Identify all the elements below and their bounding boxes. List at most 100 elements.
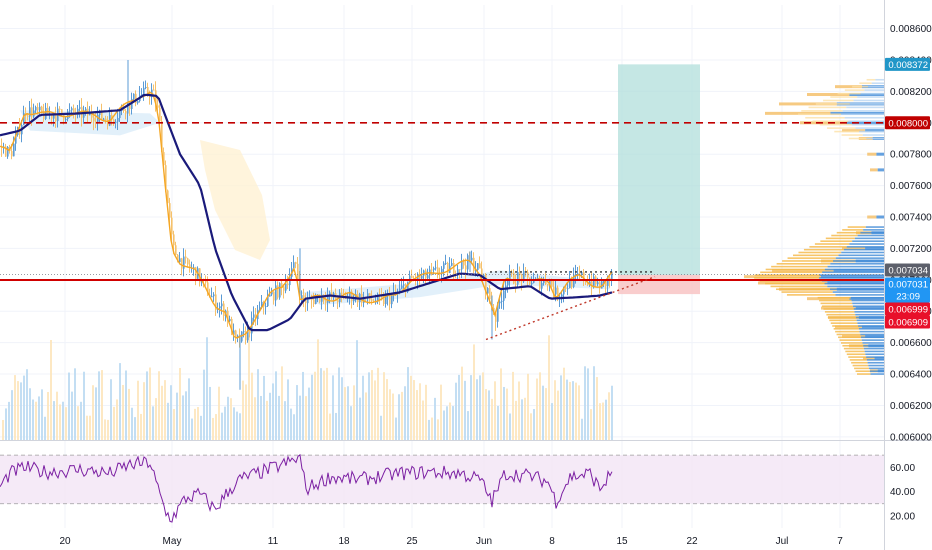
volume-bar [230, 398, 232, 440]
candle-body [367, 293, 369, 298]
price-tick-label: 0.007400 [890, 213, 932, 224]
cloud-area [200, 140, 270, 260]
volume-bar [92, 385, 94, 440]
candle-body [343, 293, 345, 295]
volume-bar [308, 387, 310, 440]
volume-bar [296, 385, 298, 440]
candle-body [187, 258, 189, 265]
vp-bar-sell [851, 361, 868, 364]
vp-bar-sell [805, 116, 845, 119]
candle-body [581, 272, 583, 276]
volume-bar [461, 366, 463, 440]
price-tick-label: 0.006400 [890, 370, 932, 381]
candle-body [489, 288, 491, 300]
vp-bar-buy [849, 297, 884, 301]
candle-body [497, 303, 499, 322]
candle-body [127, 102, 129, 114]
candle-body [241, 331, 243, 342]
volume-bar [263, 375, 265, 440]
time-tick-label: 20 [59, 536, 71, 547]
candle-body [477, 263, 479, 270]
vp-bar-sell [765, 268, 825, 271]
candle-body [311, 298, 313, 300]
vp-bar-sell [808, 106, 847, 109]
vp-bar-sell [772, 268, 834, 272]
vp-bar-sell [852, 364, 869, 367]
candle-body [399, 288, 401, 293]
volume-bar [209, 386, 211, 440]
vp-bar-buy [851, 299, 884, 302]
candle-body [113, 119, 115, 123]
candle-body [103, 118, 105, 120]
volume-bar [221, 412, 223, 440]
price-badge-label: 0.008372 [888, 60, 928, 71]
vp-bar-buy [854, 237, 884, 240]
vp-bar-sell [819, 123, 852, 126]
vp-bar-buy [857, 234, 884, 237]
volume-bar [323, 370, 325, 440]
vp-bar-sell [855, 370, 870, 373]
candle-body [193, 267, 195, 269]
price-badge-label: 0.006909 [888, 318, 928, 329]
volume-bar [479, 375, 481, 440]
volume-bar [536, 378, 538, 440]
volume-bar [419, 383, 421, 440]
rsi-line [0, 453, 613, 523]
vp-bar-sell [859, 82, 872, 85]
vp-bar-buy [827, 265, 884, 268]
volume-bar [491, 398, 493, 440]
vp-bar-buy [856, 319, 884, 322]
candle-body [577, 273, 579, 275]
candle-body [67, 111, 69, 120]
candle-body [23, 113, 25, 126]
vp-bar-buy [864, 350, 884, 353]
volume-bar [17, 381, 19, 440]
trendlines[interactable] [485, 271, 656, 341]
candle-body [129, 102, 131, 109]
volume-bar [353, 385, 355, 440]
vp-bar-sell [782, 260, 834, 262]
candle-body [163, 152, 165, 166]
volume-bar [410, 375, 412, 440]
candle-body [481, 268, 483, 278]
candle-body [11, 151, 13, 157]
volume-bar [494, 381, 496, 440]
candle-body [599, 282, 601, 289]
candle-body [389, 294, 391, 305]
long-position-tool[interactable] [618, 64, 700, 295]
vp-bar-buy [863, 344, 884, 347]
candle-body [101, 110, 103, 119]
vp-bar-sell [786, 294, 836, 296]
price-badge [885, 315, 930, 329]
volume-bar [557, 390, 559, 440]
candle-body [171, 217, 173, 235]
candle-body [259, 307, 261, 310]
vp-bar-sell [765, 282, 825, 285]
candle-body [147, 87, 149, 95]
candle-body [517, 272, 519, 285]
vp-bar-buy [861, 339, 884, 341]
rsi-band [0, 455, 884, 504]
time-axis[interactable]: 20 May 11 18 25 Jun 8 15 22 Jul 7 [59, 536, 843, 547]
candle-body [521, 274, 523, 282]
candle-body [281, 283, 283, 287]
vp-bar-sell [848, 137, 867, 140]
candle-body [51, 114, 53, 119]
candle-body [15, 134, 17, 144]
volume-bar [533, 409, 535, 440]
volume-bar [581, 418, 583, 440]
volume-bar [155, 398, 157, 440]
volume-bar [89, 415, 91, 440]
candle-body [337, 299, 339, 303]
volume-bar [35, 401, 37, 440]
vp-bar-sell [807, 297, 850, 301]
horizontal-levels[interactable] [0, 121, 884, 281]
volume-bar [593, 366, 595, 440]
candle-body [93, 117, 95, 122]
candle-body [607, 277, 609, 286]
candle-body [503, 290, 505, 301]
candle-body [513, 273, 515, 284]
vp-bar-buy [843, 248, 884, 251]
volume-bar [302, 371, 304, 440]
